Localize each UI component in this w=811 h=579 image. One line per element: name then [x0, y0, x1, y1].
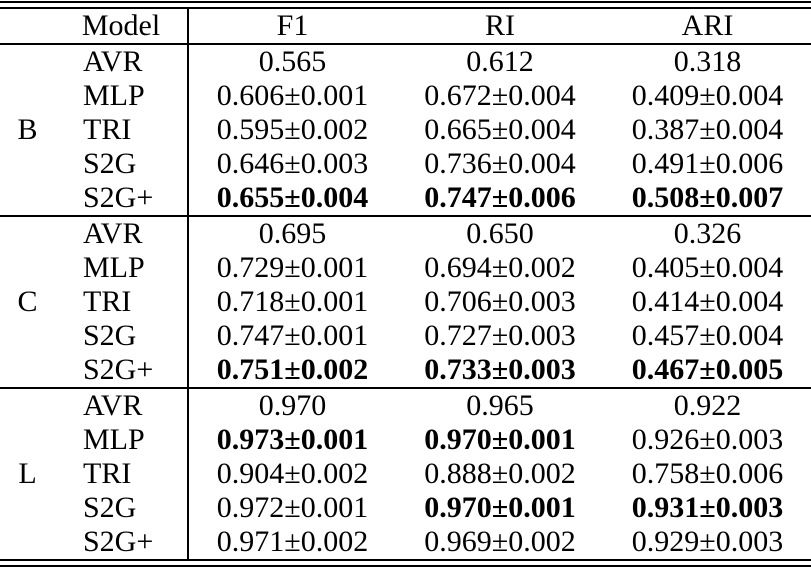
row-c-s2g: S2G 0.747±0.001 0.727±0.003 0.457±0.004: [0, 319, 811, 353]
results-table: Model F1 RI ARI B AVR 0.565 0.612 0.318 …: [0, 9, 811, 559]
cell-ri: 0.733±0.003: [424, 353, 576, 386]
cell-ari: 0.491±0.006: [631, 147, 784, 180]
row-b-s2gplus: S2G+ 0.655±0.004 0.747±0.006 0.508±0.007: [0, 181, 811, 216]
row-c-mlp: MLP 0.729±0.001 0.694±0.002 0.405±0.004: [0, 251, 811, 285]
cell-ari: 0.409±0.004: [631, 79, 784, 112]
cell-ari: 0.467±0.005: [631, 353, 784, 386]
cell-f1: 0.595±0.002: [187, 113, 396, 147]
row-l-tri: TRI 0.904±0.002 0.888±0.002 0.758±0.006: [0, 457, 811, 491]
row-l-s2gplus: S2G+ 0.971±0.002 0.969±0.002 0.929±0.003: [0, 525, 811, 559]
model-cell: S2G: [83, 319, 137, 352]
model-cell: TRI: [83, 457, 132, 490]
row-l-avr: L AVR 0.970 0.965 0.922: [0, 388, 811, 490]
cell-f1: 0.646±0.003: [187, 147, 396, 181]
row-c-avr: C AVR 0.695 0.650 0.326: [0, 216, 811, 318]
row-b-tri: TRI 0.595±0.002 0.665±0.004 0.387±0.004: [0, 113, 811, 147]
section-c: C AVR 0.695 0.650 0.326 MLP 0.729±0.001 …: [0, 216, 811, 388]
results-table-figure: Model F1 RI ARI B AVR 0.565 0.612 0.318 …: [0, 1, 811, 567]
row-c-tri: TRI 0.718±0.001 0.706±0.003 0.414±0.004: [0, 285, 811, 319]
cell-f1: 0.972±0.001: [187, 491, 396, 525]
model-cell: S2G+: [83, 353, 154, 386]
header-row: Model F1 RI ARI: [0, 9, 811, 44]
cell-ri: 0.970±0.001: [424, 423, 576, 456]
header-model-cell: Model: [81, 9, 161, 42]
model-cell: AVR: [83, 389, 143, 422]
model-cell: S2G: [83, 147, 137, 180]
cell-ri: 0.965: [466, 389, 534, 422]
cell-f1: 0.971±0.002: [187, 525, 396, 559]
top-double-rule: [0, 1, 811, 9]
cell-ri: 0.888±0.002: [424, 457, 576, 490]
cell-ri: 0.736±0.004: [424, 147, 576, 180]
bottom-double-rule: [0, 559, 811, 567]
cell-ri: 0.727±0.003: [424, 319, 576, 352]
header-ari-cell: ARI: [681, 9, 734, 42]
model-cell: TRI: [83, 285, 132, 318]
cell-ari: 0.931±0.003: [631, 491, 784, 524]
model-cell: AVR: [83, 45, 143, 78]
cell-f1: 0.729±0.001: [187, 251, 396, 285]
cell-ari: 0.922: [673, 389, 742, 422]
cell-f1: 0.904±0.002: [187, 457, 396, 491]
model-cell: TRI: [83, 113, 132, 146]
table-header: Model F1 RI ARI: [0, 9, 811, 44]
cell-ari: 0.508±0.007: [631, 181, 784, 214]
group-label-b: B: [17, 113, 38, 146]
model-cell: S2G+: [83, 525, 154, 558]
cell-ri: 0.694±0.002: [424, 251, 576, 284]
cell-ari: 0.758±0.006: [631, 457, 784, 490]
section-l: L AVR 0.970 0.965 0.922 MLP 0.973±0.001 …: [0, 388, 811, 559]
cell-f1: 0.718±0.001: [187, 285, 396, 319]
row-l-mlp: MLP 0.973±0.001 0.970±0.001 0.926±0.003: [0, 423, 811, 457]
cell-ari: 0.405±0.004: [631, 251, 784, 284]
cell-ri: 0.747±0.006: [424, 181, 576, 214]
cell-f1: 0.973±0.001: [187, 423, 396, 457]
row-c-s2gplus: S2G+ 0.751±0.002 0.733±0.003 0.467±0.005: [0, 353, 811, 388]
cell-f1: 0.970: [187, 388, 396, 423]
cell-ari: 0.926±0.003: [631, 423, 784, 456]
header-f1-cell: F1: [187, 9, 396, 44]
header-ri-cell: RI: [485, 9, 515, 42]
cell-f1: 0.751±0.002: [187, 353, 396, 388]
cell-ri: 0.672±0.004: [424, 79, 576, 112]
row-b-mlp: MLP 0.606±0.001 0.672±0.004 0.409±0.004: [0, 79, 811, 113]
cell-ari: 0.387±0.004: [631, 113, 784, 146]
cell-ri: 0.665±0.004: [424, 113, 576, 146]
cell-f1: 0.606±0.001: [187, 79, 396, 113]
cell-ri: 0.970±0.001: [424, 491, 576, 524]
cell-f1: 0.747±0.001: [187, 319, 396, 353]
row-l-s2g: S2G 0.972±0.001 0.970±0.001 0.931±0.003: [0, 491, 811, 525]
cell-ari: 0.457±0.004: [631, 319, 784, 352]
cell-f1: 0.655±0.004: [187, 181, 396, 216]
cell-ri: 0.650: [466, 217, 534, 250]
cell-ari: 0.929±0.003: [631, 525, 784, 558]
row-b-s2g: S2G 0.646±0.003 0.736±0.004 0.491±0.006: [0, 147, 811, 181]
header-group-cell: [0, 9, 55, 44]
model-cell: MLP: [83, 79, 145, 112]
group-label-l: L: [18, 457, 37, 490]
section-b: B AVR 0.565 0.612 0.318 MLP 0.606±0.001 …: [0, 44, 811, 216]
group-label-c: C: [17, 285, 38, 318]
model-cell: S2G: [83, 491, 137, 524]
model-cell: MLP: [83, 423, 145, 456]
model-cell: S2G+: [83, 181, 154, 214]
cell-f1: 0.565: [187, 44, 396, 79]
cell-ri: 0.706±0.003: [424, 285, 576, 318]
model-cell: MLP: [83, 251, 145, 284]
cell-f1: 0.695: [187, 216, 396, 251]
cell-ari: 0.414±0.004: [631, 285, 784, 318]
model-cell: AVR: [83, 217, 143, 250]
cell-ri: 0.969±0.002: [424, 525, 576, 558]
cell-ri: 0.612: [466, 45, 534, 78]
cell-ari: 0.318: [673, 45, 742, 78]
row-b-avr: B AVR 0.565 0.612 0.318: [0, 44, 811, 146]
cell-ari: 0.326: [673, 217, 742, 250]
